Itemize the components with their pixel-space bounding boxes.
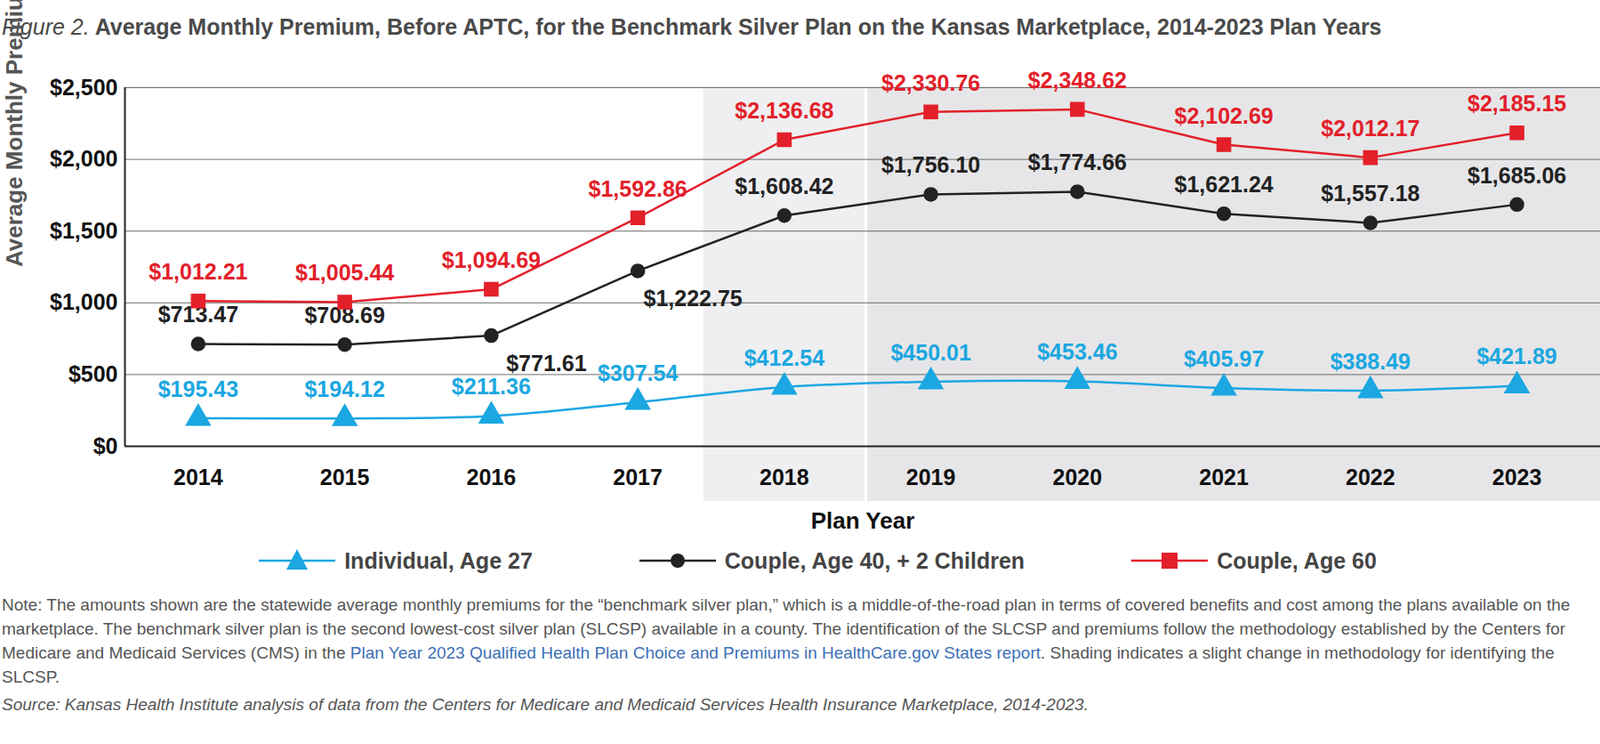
svg-text:$450.01: $450.01: [890, 339, 971, 365]
svg-text:$1,500: $1,500: [49, 217, 118, 243]
svg-text:$2,348.62: $2,348.62: [1028, 67, 1127, 93]
svg-text:$713.47: $713.47: [158, 301, 239, 327]
svg-text:$2,136.68: $2,136.68: [734, 97, 834, 123]
svg-text:$2,185.15: $2,185.15: [1467, 90, 1567, 116]
html-text:Couple, Age 40, + 2 Children: Couple, Age 40, + 2 Children: [724, 547, 1025, 573]
svg-text:$708.69: $708.69: [304, 302, 385, 328]
svg-text:$1,756.10: $1,756.10: [881, 152, 981, 177]
svg-text:$1,222.75: $1,222.75: [643, 285, 743, 311]
svg-text:$195.43: $195.43: [158, 376, 239, 402]
svg-text:$1,621.24: $1,621.24: [1173, 171, 1273, 197]
svg-text:$1,592.86: $1,592.86: [588, 176, 688, 202]
svg-text:$2,500: $2,500: [49, 74, 118, 100]
svg-text:2015: 2015: [320, 464, 370, 490]
svg-text:$2,000: $2,000: [49, 145, 118, 171]
svg-text:2016: 2016: [466, 464, 517, 490]
svg-text:2020: 2020: [1053, 464, 1103, 490]
svg-text:$500: $500: [68, 361, 119, 386]
svg-text:$1,557.18: $1,557.18: [1320, 180, 1420, 206]
svg-text:$2,330.76: $2,330.76: [881, 70, 981, 96]
html-text:Note: The amounts shown are th: Note: The amounts shown are the statewid…: [1, 594, 1571, 686]
svg-text:$2,102.69: $2,102.69: [1173, 103, 1273, 129]
svg-text:Average Monthly Premium: Average Monthly Premium: [0, 0, 28, 267]
svg-text:$1,774.66: $1,774.66: [1028, 149, 1127, 175]
svg-text:$421.89: $421.89: [1476, 343, 1557, 369]
html-text:Couple, Age 60: Couple, Age 60: [1216, 547, 1377, 573]
svg-text:$1,094.69: $1,094.69: [442, 247, 541, 273]
svg-text:2018: 2018: [759, 464, 810, 490]
svg-text:2017: 2017: [612, 464, 663, 490]
svg-text:$307.54: $307.54: [597, 360, 678, 386]
svg-text:$194.12: $194.12: [304, 376, 385, 402]
svg-text:$453.46: $453.46: [1037, 338, 1118, 364]
svg-text:$771.61: $771.61: [506, 350, 587, 376]
svg-text:2019: 2019: [906, 464, 957, 490]
svg-text:2023: 2023: [1492, 464, 1543, 490]
html-text:Individual, Age 27: Individual, Age 27: [344, 547, 533, 573]
html-text:Source: Kansas Health Institut: Source: Kansas Health Institute analysis…: [1, 694, 1089, 714]
svg-text:$1,608.42: $1,608.42: [734, 173, 834, 199]
svg-text:$211.36: $211.36: [451, 373, 531, 399]
svg-text:$412.54: $412.54: [744, 345, 825, 370]
html-text:Figure 2. Average Monthly Prem: Figure 2. Average Monthly Premium, Befor…: [1, 14, 1382, 40]
svg-text:$388.49: $388.49: [1330, 348, 1411, 374]
svg-text:2021: 2021: [1198, 464, 1249, 490]
svg-text:$1,000: $1,000: [49, 289, 118, 314]
svg-text:$0: $0: [93, 433, 119, 459]
svg-text:$1,005.44: $1,005.44: [295, 259, 394, 285]
svg-text:$1,012.21: $1,012.21: [148, 258, 248, 284]
svg-text:$1,685.06: $1,685.06: [1467, 162, 1567, 188]
svg-text:Plan Year: Plan Year: [811, 506, 916, 534]
svg-text:$2,012.17: $2,012.17: [1320, 115, 1420, 141]
svg-text:2014: 2014: [173, 464, 224, 490]
svg-text:$405.97: $405.97: [1183, 345, 1264, 371]
svg-text:2022: 2022: [1345, 464, 1396, 490]
